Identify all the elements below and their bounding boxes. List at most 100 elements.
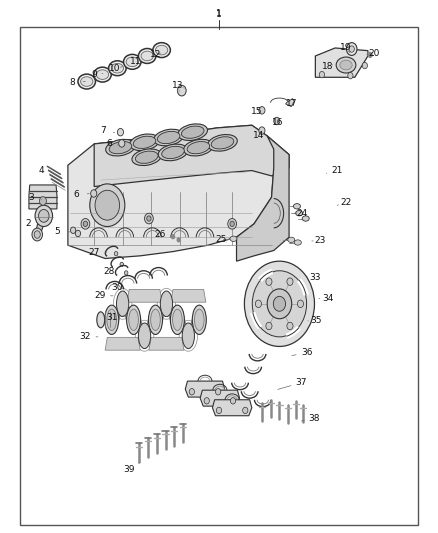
Circle shape: [71, 227, 76, 233]
Polygon shape: [127, 289, 162, 302]
Circle shape: [261, 129, 263, 132]
Ellipse shape: [160, 291, 173, 317]
Text: 38: 38: [309, 414, 320, 423]
FancyBboxPatch shape: [20, 27, 418, 525]
Polygon shape: [185, 381, 225, 397]
Ellipse shape: [211, 137, 234, 149]
Circle shape: [276, 119, 278, 123]
Text: 27: 27: [88, 248, 100, 256]
Circle shape: [75, 230, 81, 237]
Text: 28: 28: [103, 268, 114, 276]
Text: 35: 35: [311, 317, 322, 325]
Text: 30: 30: [112, 284, 123, 292]
Circle shape: [189, 389, 194, 395]
Text: 9: 9: [91, 70, 97, 79]
Text: 10: 10: [109, 64, 120, 72]
Text: 7: 7: [100, 126, 106, 135]
Ellipse shape: [111, 63, 124, 73]
Ellipse shape: [288, 237, 295, 243]
Ellipse shape: [117, 291, 129, 317]
Polygon shape: [237, 136, 289, 261]
Circle shape: [177, 85, 186, 96]
Ellipse shape: [173, 309, 182, 330]
Circle shape: [91, 190, 97, 197]
Ellipse shape: [135, 151, 158, 163]
Text: 8: 8: [69, 78, 75, 87]
Ellipse shape: [302, 216, 309, 221]
Circle shape: [267, 289, 292, 319]
Ellipse shape: [109, 142, 132, 154]
Circle shape: [362, 62, 367, 69]
Ellipse shape: [78, 74, 95, 89]
Circle shape: [145, 213, 153, 224]
Ellipse shape: [336, 57, 356, 73]
Ellipse shape: [158, 144, 188, 161]
Circle shape: [261, 109, 263, 112]
Ellipse shape: [293, 204, 300, 209]
Text: 4: 4: [39, 166, 44, 175]
Ellipse shape: [148, 305, 162, 335]
Ellipse shape: [192, 305, 206, 335]
Text: 13: 13: [172, 81, 183, 90]
Ellipse shape: [294, 240, 301, 245]
Circle shape: [114, 252, 118, 256]
Ellipse shape: [124, 54, 141, 69]
Ellipse shape: [94, 67, 111, 82]
Text: 23: 23: [314, 237, 325, 245]
Text: 33: 33: [310, 273, 321, 281]
Polygon shape: [29, 185, 57, 209]
Ellipse shape: [187, 142, 210, 154]
Text: 5: 5: [54, 228, 60, 236]
Circle shape: [39, 209, 49, 222]
Ellipse shape: [340, 60, 352, 70]
Circle shape: [204, 398, 209, 404]
Circle shape: [90, 184, 125, 227]
Ellipse shape: [126, 57, 138, 67]
Circle shape: [259, 107, 265, 114]
Text: 20: 20: [369, 49, 380, 58]
Ellipse shape: [194, 309, 204, 330]
Text: 29: 29: [94, 292, 106, 300]
Polygon shape: [105, 337, 140, 350]
Circle shape: [215, 389, 221, 395]
Ellipse shape: [133, 136, 156, 148]
Text: 39: 39: [124, 465, 135, 473]
Text: 1: 1: [216, 11, 222, 19]
Circle shape: [273, 296, 286, 311]
Ellipse shape: [178, 124, 208, 141]
Ellipse shape: [129, 309, 138, 330]
Circle shape: [349, 46, 354, 52]
Ellipse shape: [154, 129, 184, 146]
Ellipse shape: [141, 51, 153, 61]
Ellipse shape: [155, 45, 168, 55]
Text: 24: 24: [297, 209, 308, 217]
Circle shape: [243, 407, 248, 414]
Ellipse shape: [127, 305, 141, 335]
Ellipse shape: [230, 236, 237, 241]
Ellipse shape: [162, 147, 184, 158]
Text: 31: 31: [106, 313, 117, 321]
Circle shape: [32, 228, 42, 241]
Circle shape: [83, 221, 88, 227]
Text: 32: 32: [80, 333, 91, 341]
Text: 26: 26: [154, 230, 166, 239]
Text: 37: 37: [296, 378, 307, 387]
Circle shape: [287, 322, 293, 330]
Polygon shape: [149, 337, 184, 350]
Ellipse shape: [97, 312, 105, 328]
Circle shape: [120, 262, 124, 266]
Ellipse shape: [170, 305, 184, 335]
Text: 16: 16: [272, 118, 284, 127]
Ellipse shape: [107, 309, 117, 330]
Text: 22: 22: [340, 198, 352, 207]
Circle shape: [81, 219, 90, 229]
Circle shape: [117, 128, 124, 136]
Circle shape: [120, 142, 123, 145]
Text: 21: 21: [332, 166, 343, 175]
Ellipse shape: [153, 43, 170, 58]
Circle shape: [171, 234, 175, 239]
Circle shape: [367, 52, 373, 58]
Circle shape: [39, 197, 46, 205]
Ellipse shape: [182, 323, 194, 349]
Text: 2: 2: [26, 220, 31, 228]
